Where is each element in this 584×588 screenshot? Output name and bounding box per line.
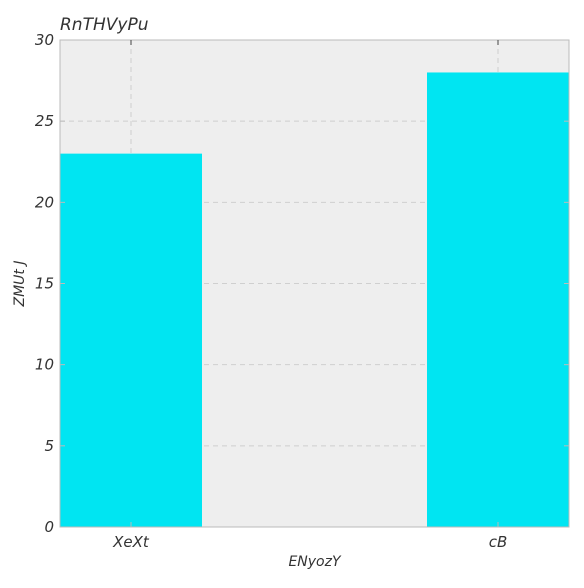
y-tick-label: 30 (35, 31, 54, 49)
y-tick-label: 0 (44, 518, 54, 536)
chart-title: RnTHVyPu (60, 15, 149, 35)
ticks-layer: 0 5 10 15 20 25 30 XeXt cB (35, 31, 569, 551)
x-axis-label: ENyozY (288, 554, 342, 570)
y-tick-label: 20 (35, 193, 54, 211)
y-tick-label: 25 (35, 112, 54, 130)
bar-xext (60, 153, 202, 527)
x-tick-label: XeXt (112, 533, 150, 551)
bar-cb (427, 72, 569, 527)
bars-layer (60, 72, 569, 527)
y-tick-label: 15 (35, 275, 54, 293)
y-tick-label: 5 (44, 437, 54, 455)
x-tick-label: cB (489, 533, 508, 551)
y-tick-label: 10 (35, 356, 54, 374)
y-axis-label: ZMUt J (12, 261, 28, 308)
